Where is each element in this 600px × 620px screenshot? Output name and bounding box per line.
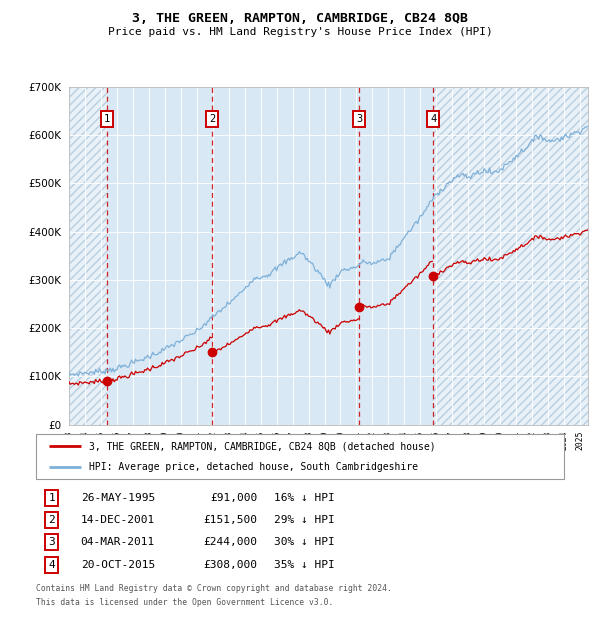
Text: 3, THE GREEN, RAMPTON, CAMBRIDGE, CB24 8QB (detached house): 3, THE GREEN, RAMPTON, CAMBRIDGE, CB24 8… [89, 441, 436, 451]
Text: 2: 2 [209, 114, 215, 124]
Text: 3: 3 [356, 114, 362, 124]
Text: 1: 1 [104, 114, 110, 124]
Bar [69, 87, 107, 425]
Text: HPI: Average price, detached house, South Cambridgeshire: HPI: Average price, detached house, Sout… [89, 463, 418, 472]
Bar [433, 87, 588, 425]
Text: 35% ↓ HPI: 35% ↓ HPI [274, 560, 334, 570]
Text: 26-MAY-1995: 26-MAY-1995 [81, 493, 155, 503]
Text: 04-MAR-2011: 04-MAR-2011 [81, 538, 155, 547]
Text: 20-OCT-2015: 20-OCT-2015 [81, 560, 155, 570]
Text: £244,000: £244,000 [204, 538, 258, 547]
Text: 14-DEC-2001: 14-DEC-2001 [81, 515, 155, 525]
FancyBboxPatch shape [36, 434, 564, 479]
Text: Price paid vs. HM Land Registry's House Price Index (HPI): Price paid vs. HM Land Registry's House … [107, 27, 493, 37]
Text: £308,000: £308,000 [204, 560, 258, 570]
Text: £91,000: £91,000 [211, 493, 258, 503]
Text: 29% ↓ HPI: 29% ↓ HPI [274, 515, 334, 525]
Text: Contains HM Land Registry data © Crown copyright and database right 2024.: Contains HM Land Registry data © Crown c… [36, 584, 392, 593]
Bar [433, 87, 588, 425]
Text: 3, THE GREEN, RAMPTON, CAMBRIDGE, CB24 8QB: 3, THE GREEN, RAMPTON, CAMBRIDGE, CB24 8… [132, 12, 468, 25]
Text: 30% ↓ HPI: 30% ↓ HPI [274, 538, 334, 547]
Text: This data is licensed under the Open Government Licence v3.0.: This data is licensed under the Open Gov… [36, 598, 334, 607]
Bar [69, 87, 107, 425]
Text: £151,500: £151,500 [204, 515, 258, 525]
Text: 2: 2 [49, 515, 55, 525]
Text: 3: 3 [49, 538, 55, 547]
Text: 4: 4 [49, 560, 55, 570]
Text: 1: 1 [49, 493, 55, 503]
Text: 4: 4 [430, 114, 436, 124]
Text: 16% ↓ HPI: 16% ↓ HPI [274, 493, 334, 503]
